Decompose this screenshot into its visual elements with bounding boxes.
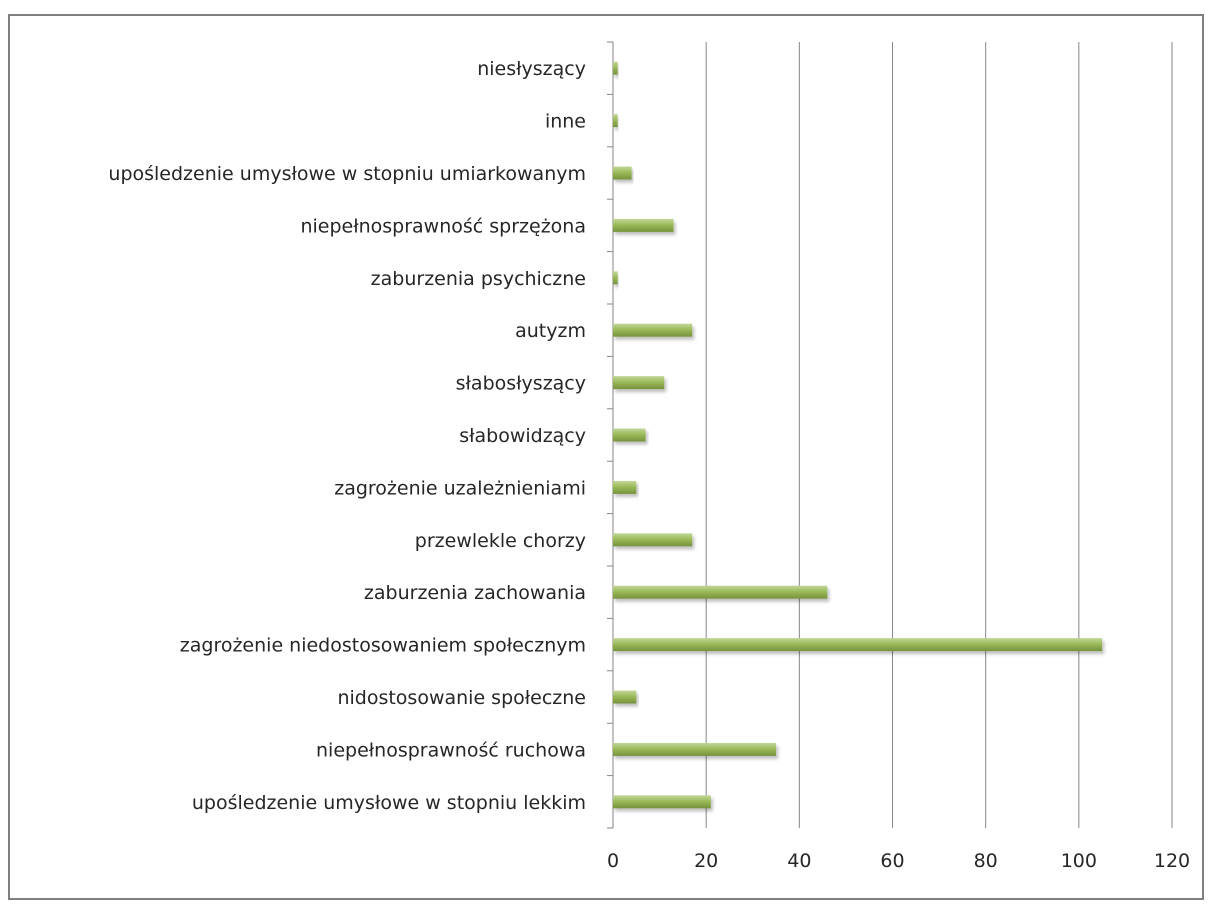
category-label: upośledzenie umysłowe w stopniu umiarkow…: [108, 163, 586, 185]
x-tick-label: 100: [1061, 850, 1097, 872]
category-label: autyzm: [515, 320, 586, 342]
bar: [613, 638, 1103, 652]
bars: [613, 61, 1103, 809]
bar: [613, 533, 693, 547]
category-label: zagrożenie niedostosowaniem społecznym: [180, 635, 586, 657]
category-label: zaburzenia zachowania: [364, 582, 586, 604]
bar: [613, 114, 618, 128]
chart-frame: [8, 14, 1204, 900]
x-tick-label: 80: [974, 850, 998, 872]
gridlines: [705, 42, 1173, 828]
category-label: inne: [545, 111, 586, 133]
bar: [613, 376, 665, 390]
bar: [613, 271, 618, 285]
category-label: przewlekle chorzy: [415, 530, 586, 552]
bar: [613, 166, 632, 180]
category-label: niepełnosprawność ruchowa: [316, 739, 586, 761]
category-label: zaburzenia psychiczne: [371, 268, 586, 290]
bar: [613, 742, 777, 756]
category-label: niepełnosprawność sprzężona: [300, 215, 586, 237]
x-tick-label: 40: [787, 850, 811, 872]
category-label: niesłyszący: [477, 58, 586, 80]
axes: [607, 41, 614, 829]
bar: [613, 323, 693, 337]
x-tick-label: 60: [880, 850, 904, 872]
bar: [613, 428, 646, 442]
bar: [613, 218, 674, 232]
category-label: słabowidzący: [459, 425, 586, 447]
category-label: zagrożenie uzależnieniami: [334, 477, 586, 499]
bar: [613, 690, 637, 704]
bar: [613, 795, 711, 809]
x-tick-label: 120: [1154, 850, 1190, 872]
category-label: słabosłyszący: [456, 373, 586, 395]
x-tick-label: 0: [607, 850, 619, 872]
x-tick-labels: 0 20 40 60 80 100 120: [607, 850, 1190, 872]
bar: [613, 480, 637, 494]
x-tick-label: 20: [694, 850, 718, 872]
bar: [613, 61, 618, 75]
bar: [613, 585, 828, 599]
category-label: upośledzenie umysłowe w stopniu lekkim: [192, 792, 586, 814]
category-label: nidostosowanie społeczne: [337, 687, 586, 709]
category-labels: upośledzenie umysłowe w stopniu lekkim ni…: [108, 58, 586, 814]
